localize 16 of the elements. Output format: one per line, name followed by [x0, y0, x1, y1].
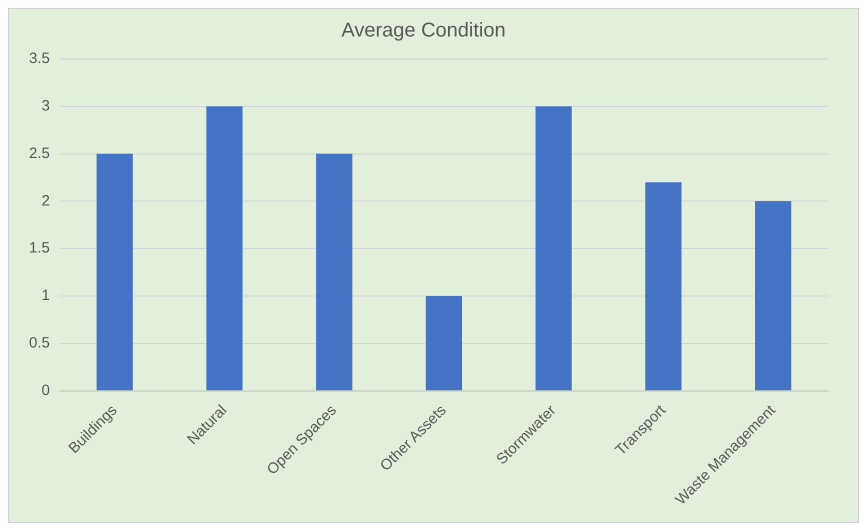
bar [755, 201, 792, 390]
chart-title: Average Condition [341, 20, 506, 42]
y-tick-label: 1.5 [28, 240, 50, 257]
y-tick-label: 2.5 [28, 144, 50, 162]
bar [96, 154, 133, 390]
bar [645, 182, 682, 390]
bar [536, 106, 572, 390]
bar [426, 296, 462, 390]
y-tick-label: 0.5 [28, 334, 50, 352]
y-tick-label: 0 [42, 382, 50, 399]
bar [316, 154, 352, 390]
y-tick-label: 3 [42, 98, 50, 115]
y-tick-label: 3.5 [28, 50, 50, 68]
y-tick-label: 1 [42, 287, 50, 304]
bar [206, 106, 243, 390]
y-tick-label: 2 [42, 192, 50, 210]
